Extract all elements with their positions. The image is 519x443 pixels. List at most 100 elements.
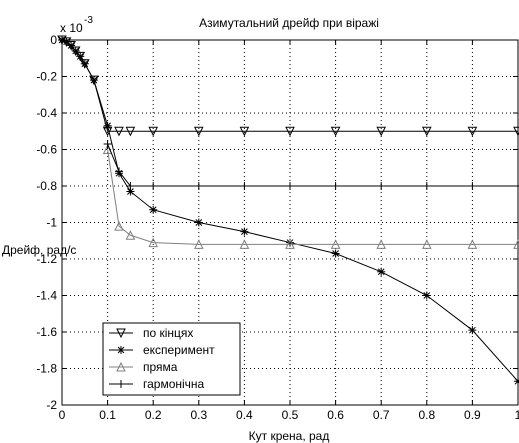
data-point: [116, 361, 126, 372]
series-line: [107, 149, 518, 245]
data-point: [468, 182, 477, 190]
data-point: [421, 239, 432, 249]
data-point: [513, 239, 519, 249]
x-tick-label: 0.6: [327, 408, 344, 422]
axes: [61, 39, 519, 406]
data-point: [117, 346, 125, 354]
data-point: [148, 237, 159, 248]
data-point: [286, 238, 294, 247]
data-point: [149, 182, 158, 190]
data-point: [376, 239, 387, 249]
data-point: [103, 140, 112, 149]
data-point: [331, 249, 340, 258]
data-point: [422, 291, 431, 300]
legend-label: гармонічна: [143, 377, 205, 391]
x-axis-label: Кут крена, рад: [249, 429, 330, 443]
data-point: [76, 52, 85, 61]
y-tick-label: -1.2: [36, 252, 57, 266]
legend: по кінцях експеримент пряма гармонічна: [102, 322, 241, 396]
series-line: [107, 143, 518, 187]
data-point: [116, 328, 126, 339]
series-line: [61, 39, 518, 132]
data-point: [125, 126, 136, 137]
x-tick-label: 0.2: [145, 408, 162, 422]
x-tick-label: 0.1: [99, 408, 116, 422]
data-point: [240, 227, 249, 236]
data-point: [240, 182, 249, 190]
data-point: [376, 126, 387, 137]
data-point: [421, 126, 432, 137]
x-tick-label: 0: [59, 408, 66, 422]
y-tick-label: -1: [46, 216, 57, 230]
x-tick-label: 0.7: [373, 408, 390, 422]
legend-label: по кінцях: [143, 326, 193, 340]
data-point: [330, 239, 341, 249]
data-point: [468, 326, 477, 335]
x-tick-label: 0.8: [418, 408, 435, 422]
data-point: [148, 126, 159, 137]
chart-title: Азимутальний дрейф при віражі: [199, 16, 379, 30]
y-tick-label: -1.6: [36, 325, 57, 339]
data-point: [114, 126, 124, 137]
series-triangle-down: [57, 35, 519, 137]
y-tick-label: -2: [46, 398, 57, 412]
data-point: [193, 126, 204, 137]
legend-box: [102, 322, 241, 396]
data-point: [89, 76, 98, 85]
series-plus: [103, 140, 519, 190]
data-point: [126, 187, 135, 196]
data-point: [514, 182, 519, 190]
data-point: [513, 126, 519, 137]
x-tick-label: 0.9: [464, 408, 481, 422]
legend-label: пряма: [143, 360, 178, 374]
data-point: [467, 126, 478, 137]
series-triangle-up: [102, 144, 519, 249]
x-tick-label: 0.3: [190, 408, 207, 422]
data-point: [125, 230, 136, 240]
y-tick-label: -0.4: [36, 106, 57, 120]
tick-labels: 0 0.1 0.2 0.3 0.4 0.5 0.6 0.7 0.8 0.9 1 0 -0.2 -0.4 -0…: [36, 33, 519, 422]
x-tick-label: 0.5: [282, 408, 299, 422]
data-point: [103, 121, 112, 130]
y-axis-label: Дрейф, рад/с: [2, 243, 76, 257]
data-point: [467, 239, 478, 249]
data-point: [286, 182, 294, 190]
y-tick-label: -1.4: [36, 289, 57, 303]
data-point: [58, 36, 66, 44]
data-point: [117, 380, 125, 388]
data-point: [285, 126, 295, 137]
data-point: [330, 126, 341, 137]
data-point: [239, 126, 250, 137]
data-point: [377, 182, 386, 190]
y-tick-label: -1.8: [36, 362, 57, 376]
y-tick-label: -0.6: [36, 143, 57, 157]
data-point: [377, 267, 386, 276]
y-exponent-base: x 10: [60, 21, 83, 35]
data-point: [239, 239, 250, 249]
data-point: [67, 41, 76, 50]
data-point: [149, 205, 158, 214]
data-point: [514, 377, 519, 386]
data-point: [193, 239, 204, 249]
data-point: [194, 182, 203, 190]
data-point: [114, 221, 124, 231]
x-tick-label: 1: [515, 408, 519, 422]
data-point: [80, 59, 89, 68]
data-point: [422, 182, 431, 190]
y-tick-label: -0.8: [36, 179, 57, 193]
series-group: [57, 35, 519, 386]
data-point: [62, 37, 71, 46]
y-exponent-power: -3: [84, 15, 93, 26]
data-point: [115, 167, 123, 176]
y-tick-label: 0: [50, 33, 57, 47]
y-tick-label: -0.2: [36, 70, 57, 84]
data-point: [194, 218, 203, 227]
data-point: [71, 46, 80, 55]
x-tick-label: 0.4: [236, 408, 253, 422]
data-point: [285, 239, 295, 249]
legend-label: експеримент: [143, 343, 215, 357]
data-point: [126, 182, 135, 190]
data-point: [331, 182, 340, 190]
